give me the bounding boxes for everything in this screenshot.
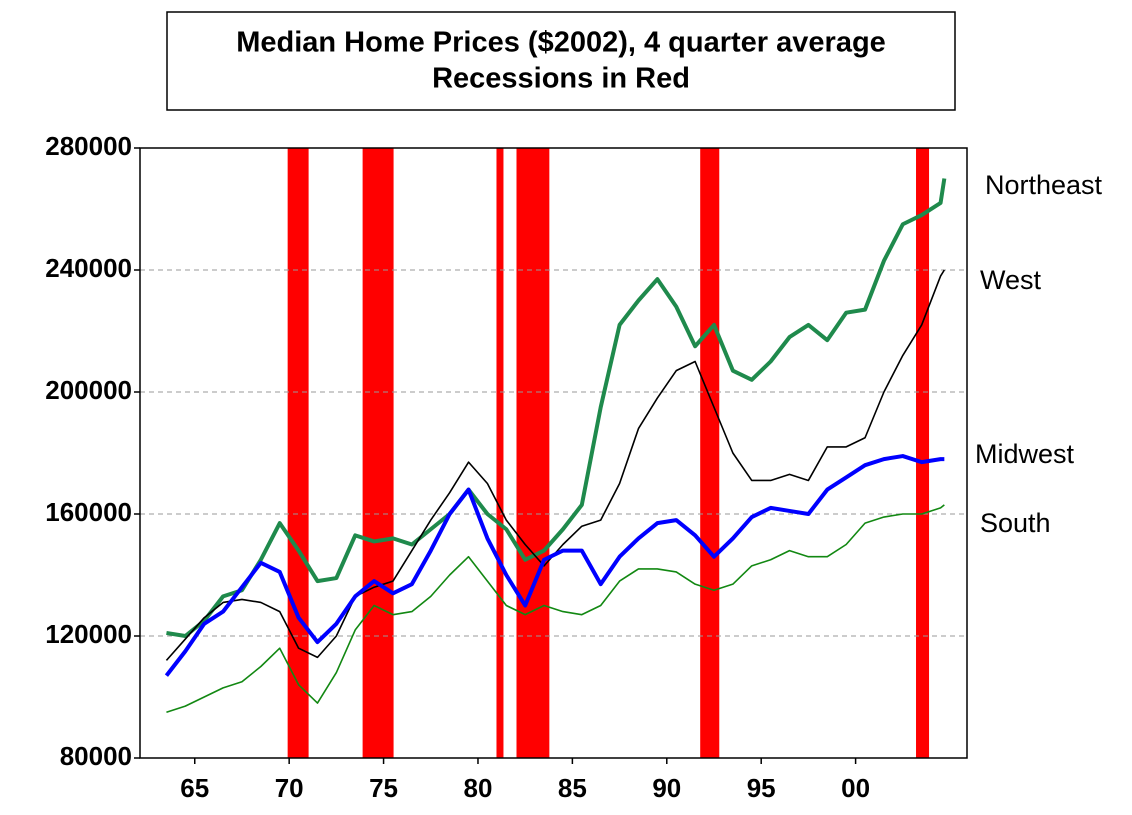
x-tick-label: 85 xyxy=(558,773,587,803)
x-tick-label: 95 xyxy=(747,773,776,803)
y-tick-label: 80000 xyxy=(60,741,132,771)
plot-border xyxy=(139,147,968,759)
y-tick-label: 240000 xyxy=(45,253,132,283)
x-tick-label: 80 xyxy=(464,773,493,803)
recession-band xyxy=(496,148,504,758)
series-label: South xyxy=(980,508,1051,538)
recession-band xyxy=(287,148,309,758)
y-tick-label: 160000 xyxy=(45,497,132,527)
series-label: Northeast xyxy=(985,170,1103,200)
title-box xyxy=(166,11,956,111)
series-line xyxy=(166,178,947,638)
y-tick-label: 280000 xyxy=(45,131,132,161)
x-tick-label: 65 xyxy=(180,773,209,803)
y-tick-label: 200000 xyxy=(45,375,132,405)
x-tick-label: 75 xyxy=(369,773,398,803)
x-tick-label: 70 xyxy=(275,773,304,803)
series-line xyxy=(165,269,946,661)
series-line xyxy=(166,504,945,714)
chart-subtitle: Recessions in Red xyxy=(432,63,690,95)
x-tick-label: 90 xyxy=(652,773,681,803)
series-line xyxy=(164,454,945,677)
chart-title: Median Home Prices ($2002), 4 quarter av… xyxy=(236,27,886,59)
recession-band xyxy=(362,148,394,758)
recession-band xyxy=(700,148,720,758)
series-label: Midwest xyxy=(975,439,1075,469)
y-tick-label: 120000 xyxy=(45,619,132,649)
series-label: West xyxy=(980,265,1042,295)
recession-band xyxy=(516,148,550,758)
recession-band xyxy=(916,148,930,758)
x-tick-label: 00 xyxy=(841,773,870,803)
